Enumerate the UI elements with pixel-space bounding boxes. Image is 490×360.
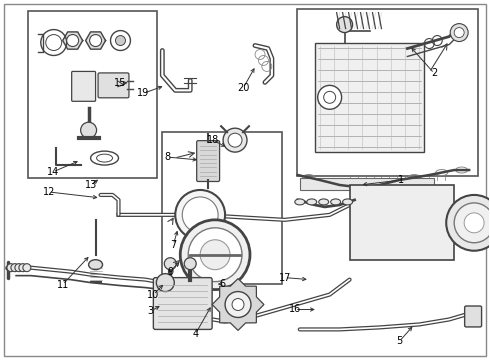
Bar (28, 11, 157, 178)
Circle shape (318, 85, 342, 109)
Bar (300, 178, 434, 190)
Text: 2: 2 (431, 68, 438, 78)
Ellipse shape (295, 199, 305, 205)
Circle shape (232, 298, 244, 310)
Circle shape (81, 122, 97, 138)
Circle shape (200, 240, 230, 270)
Circle shape (464, 213, 484, 233)
Circle shape (116, 36, 125, 45)
Text: 1: 1 (398, 175, 404, 185)
Circle shape (175, 190, 225, 240)
Circle shape (223, 128, 247, 152)
Ellipse shape (89, 260, 102, 270)
Circle shape (90, 35, 101, 46)
Text: 14: 14 (47, 167, 59, 177)
Text: 18: 18 (207, 135, 219, 145)
Ellipse shape (307, 199, 317, 205)
Circle shape (19, 264, 27, 272)
Circle shape (23, 264, 31, 272)
Text: 17: 17 (279, 273, 291, 283)
Text: 6: 6 (219, 279, 225, 289)
Text: 13: 13 (84, 180, 97, 190)
FancyBboxPatch shape (465, 306, 482, 327)
Text: 4: 4 (192, 329, 198, 339)
Circle shape (156, 274, 174, 292)
Circle shape (454, 203, 490, 243)
Circle shape (11, 264, 19, 272)
Polygon shape (212, 279, 264, 330)
Polygon shape (63, 32, 83, 49)
Circle shape (182, 197, 218, 233)
Text: 10: 10 (147, 289, 159, 300)
Circle shape (225, 292, 251, 318)
Text: 11: 11 (56, 280, 69, 289)
Circle shape (454, 28, 464, 37)
Polygon shape (86, 32, 105, 49)
Circle shape (450, 24, 468, 41)
Circle shape (67, 35, 78, 46)
Circle shape (188, 228, 242, 282)
Circle shape (446, 195, 490, 251)
Circle shape (164, 258, 176, 270)
Text: 12: 12 (43, 187, 55, 197)
FancyBboxPatch shape (196, 141, 220, 181)
Text: 5: 5 (396, 336, 402, 346)
FancyBboxPatch shape (98, 73, 129, 98)
FancyBboxPatch shape (153, 278, 212, 329)
Text: 20: 20 (237, 84, 249, 93)
Circle shape (337, 17, 353, 32)
FancyBboxPatch shape (72, 71, 96, 101)
Text: 3: 3 (147, 306, 153, 316)
Circle shape (184, 258, 196, 270)
Circle shape (228, 133, 242, 147)
Bar (297, 9, 478, 176)
Circle shape (15, 264, 23, 272)
Bar (315, 42, 424, 152)
Text: 19: 19 (137, 88, 149, 98)
Ellipse shape (318, 199, 329, 205)
Ellipse shape (97, 154, 113, 162)
Ellipse shape (343, 199, 353, 205)
Text: 15: 15 (114, 78, 127, 88)
Ellipse shape (331, 199, 341, 205)
Circle shape (180, 220, 250, 289)
Text: 7: 7 (170, 240, 176, 250)
Text: 9: 9 (167, 267, 173, 276)
Circle shape (7, 264, 15, 272)
Text: 8: 8 (164, 152, 171, 162)
Text: 16: 16 (289, 305, 301, 315)
Bar (349, 185, 454, 260)
Bar (162, 132, 282, 284)
